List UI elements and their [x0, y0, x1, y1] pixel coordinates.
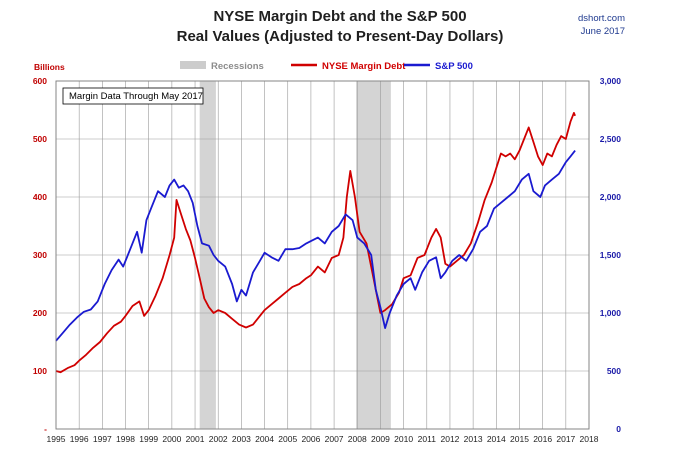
x-tick-label: 2017	[556, 434, 575, 444]
x-tick-label: 2001	[186, 434, 205, 444]
x-tick-label: 2006	[301, 434, 320, 444]
right-axis-ticks: 0 500 1,000 1,500 2,000 2,500 3,000	[600, 76, 622, 434]
note-text: Margin Data Through May 2017	[69, 91, 203, 102]
legend-label: Recessions	[211, 61, 264, 72]
x-tick-label: 1996	[70, 434, 89, 444]
left-tick-label: -	[44, 424, 47, 434]
left-tick-label: 500	[33, 134, 47, 144]
left-axis-label: Billions	[34, 62, 65, 72]
note-box: Margin Data Through May 2017	[62, 87, 204, 105]
legend-label: NYSE Margin Debt	[322, 61, 406, 72]
x-tick-label: 1995	[47, 434, 66, 444]
legend-label: S&P 500	[435, 61, 473, 72]
x-tick-label: 2005	[278, 434, 297, 444]
series-line-sp500	[55, 150, 576, 342]
left-tick-label: 400	[33, 192, 47, 202]
chart-title: NYSE Margin Debt and the S&P 500	[213, 8, 466, 25]
right-tick-label: 2,000	[600, 192, 622, 202]
x-tick-label: 2016	[533, 434, 552, 444]
x-tick-label: 2014	[487, 434, 506, 444]
x-tick-label: 2004	[255, 434, 274, 444]
x-tick-label: 2015	[510, 434, 529, 444]
x-axis-ticks: 1995 1996 1997 1998 1999 2000 2001 2002 2003 2004…	[47, 434, 599, 444]
legend: Recessions NYSE Margin Debt S&P 500	[180, 61, 473, 72]
x-tick-label: 2007	[325, 434, 344, 444]
left-tick-label: 300	[33, 250, 47, 260]
x-tick-label: 2002	[209, 434, 228, 444]
x-tick-label: 1999	[139, 434, 158, 444]
left-tick-label: 600	[33, 76, 47, 86]
right-tick-label: 2,500	[600, 134, 622, 144]
right-tick-label: 500	[607, 366, 621, 376]
x-tick-label: 1997	[93, 434, 112, 444]
plot-border	[55, 80, 590, 430]
right-tick-label: 1,500	[600, 250, 622, 260]
chart-subtitle: Real Values (Adjusted to Present-Day Dol…	[177, 28, 504, 45]
right-tick-label: 3,000	[600, 76, 622, 86]
legend-swatch-recessions	[180, 61, 206, 69]
right-tick-label: 1,000	[600, 308, 622, 318]
series-lines	[55, 112, 576, 374]
x-tick-label: 2011	[418, 434, 437, 444]
left-axis-ticks: - 100 200 300 400 500 600	[33, 76, 47, 434]
x-tick-label: 2000	[162, 434, 181, 444]
left-tick-label: 200	[33, 308, 47, 318]
x-tick-label: 1998	[116, 434, 135, 444]
x-tick-label: 2018	[580, 434, 599, 444]
date-label: June 2017	[581, 26, 625, 37]
note-box-frame	[62, 87, 204, 105]
x-tick-label: 2008	[348, 434, 367, 444]
right-tick-label: 0	[616, 424, 621, 434]
x-tick-label: 2009	[371, 434, 390, 444]
x-tick-label: 2010	[394, 434, 413, 444]
source-label: dshort.com	[578, 13, 625, 24]
series-line-margin-debt	[55, 112, 576, 374]
x-tick-label: 2003	[232, 434, 251, 444]
x-tick-label: 2013	[464, 434, 483, 444]
left-tick-label: 100	[33, 366, 47, 376]
x-tick-label: 2012	[440, 434, 459, 444]
